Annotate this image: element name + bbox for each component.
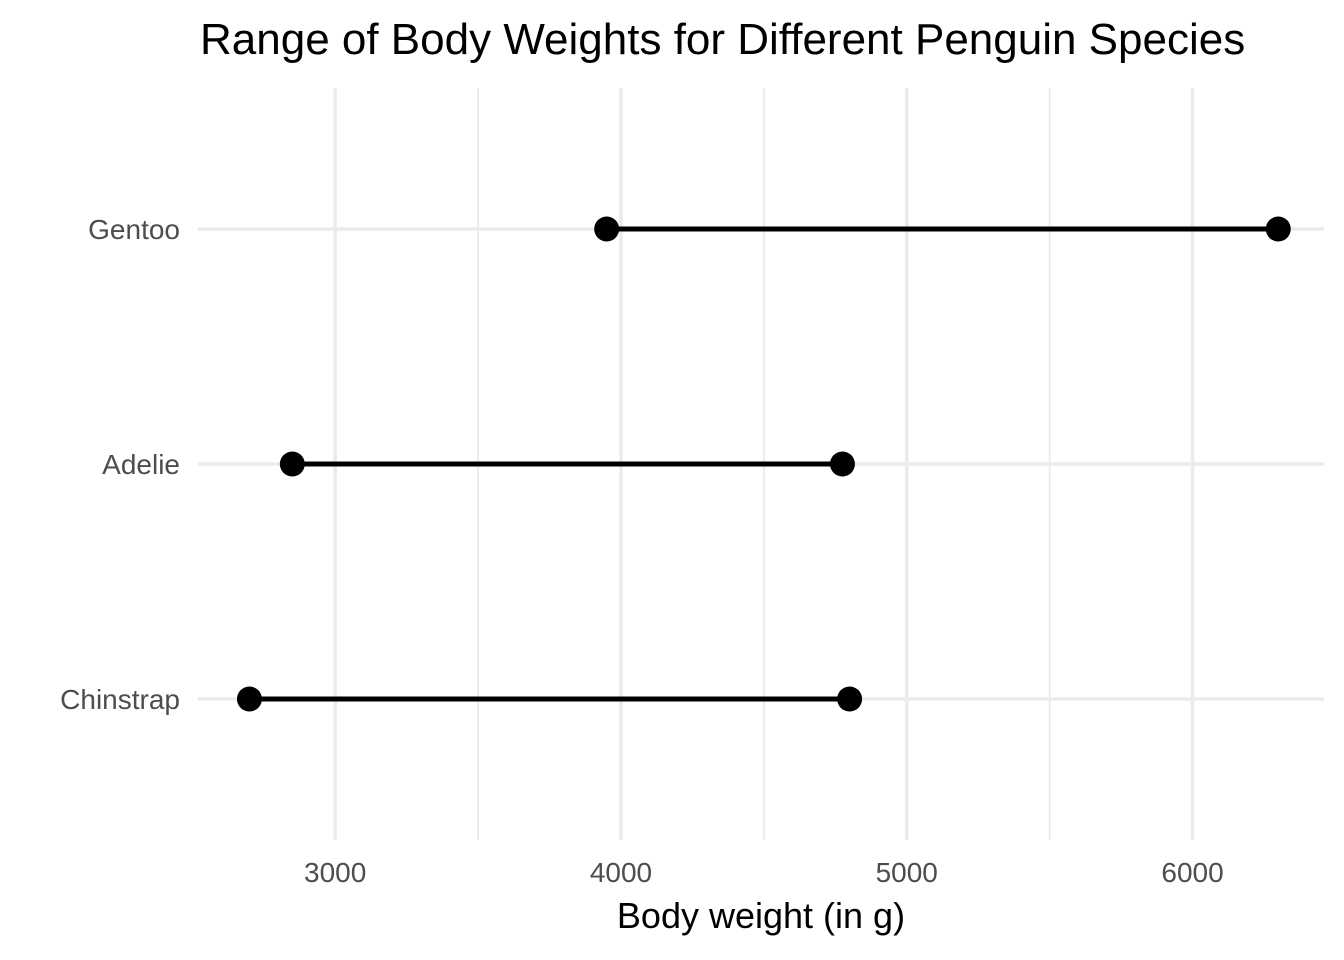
x-tick-label: 3000 [304, 857, 366, 888]
y-tick-label: Gentoo [88, 214, 180, 245]
y-tick-label: Adelie [102, 449, 180, 480]
min-point-gentoo [594, 216, 620, 242]
min-point-adelie [279, 451, 305, 477]
plot-marks [236, 216, 1291, 712]
x-axis-ticks: 3000 4000 5000 6000 [304, 857, 1224, 888]
x-axis-title: Body weight (in g) [617, 895, 905, 936]
y-axis-ticks: Gentoo Adelie Chinstrap [60, 214, 180, 715]
x-tick-label: 5000 [876, 857, 938, 888]
min-point-chinstrap [236, 686, 262, 712]
max-point-chinstrap [837, 686, 863, 712]
max-point-adelie [829, 451, 855, 477]
chart-title: Range of Body Weights for Different Peng… [200, 15, 1245, 64]
y-tick-label: Chinstrap [60, 684, 180, 715]
x-tick-label: 4000 [590, 857, 652, 888]
x-tick-label: 6000 [1161, 857, 1223, 888]
max-point-gentoo [1265, 216, 1291, 242]
